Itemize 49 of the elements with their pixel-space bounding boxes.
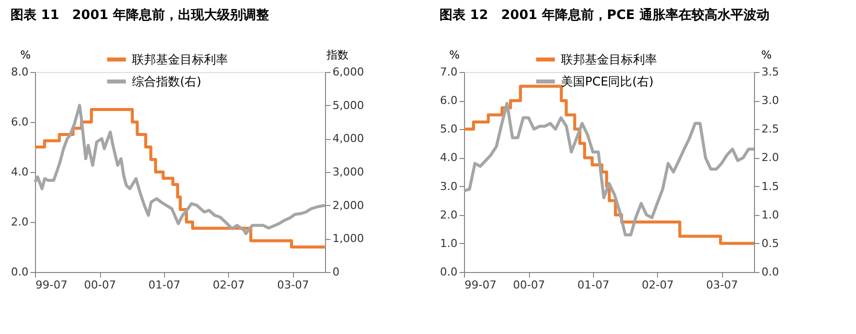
y2-tick-label: 0.0: [762, 266, 779, 278]
y2-tick-label: 5,000: [332, 98, 364, 112]
line-series: [462, 102, 756, 236]
y2-tick-label: 0: [332, 266, 340, 278]
y-axis-title: %: [20, 48, 31, 62]
y-tick-label: 0.0: [440, 266, 458, 278]
y2-tick-label: 6,000: [332, 66, 364, 78]
y2-tick-label: 2,000: [332, 198, 364, 212]
y-tick-label: 4.0: [11, 166, 28, 178]
y2-tick-label: 2.5: [762, 122, 779, 136]
x-tick-label: 03-07: [277, 278, 310, 292]
y2-axis-title: 指数: [326, 48, 348, 62]
x-tick-label: 01-07: [577, 278, 610, 292]
legend-label: 美国PCE同比(右): [561, 74, 654, 88]
legend-label: 联邦基金目标利率: [132, 52, 228, 66]
y2-tick-label: 1.5: [762, 180, 779, 193]
y-tick-label: 4.0: [440, 151, 458, 164]
y-tick-label: 1.0: [440, 236, 458, 250]
x-tick-label: 02-07: [212, 278, 245, 292]
y-tick-label: 5.0: [440, 122, 458, 136]
chart-title: 图表 11 2001 年降息前，出现大级别调整: [10, 7, 270, 23]
y2-tick-label: 3,000: [332, 166, 364, 178]
x-tick-label: 01-07: [148, 278, 180, 292]
y-tick-label: 7.0: [440, 66, 458, 78]
y-axis-title: %: [449, 48, 460, 62]
y-tick-label: 6.0: [440, 94, 458, 108]
y-tick-label: 6.0: [11, 116, 28, 128]
y2-tick-label: 3.0: [762, 94, 779, 108]
y2-axis-title: %: [761, 48, 772, 62]
y-tick-label: 2.0: [440, 208, 458, 222]
chart-title: 图表 12 2001 年降息前，PCE 通胀率在较高水平波动: [440, 7, 770, 23]
y2-tick-label: 3.5: [762, 66, 779, 78]
y2-tick-label: 1.0: [762, 208, 779, 222]
x-tick-label: 99-07: [464, 278, 496, 292]
legend-label: 综合指数(右): [132, 74, 202, 88]
legend-label: 联邦基金目标利率: [561, 52, 657, 66]
x-tick-label: 99-07: [36, 278, 68, 292]
y2-tick-label: 0.5: [762, 236, 779, 250]
x-tick-label: 00-07: [84, 278, 116, 292]
x-tick-label: 00-07: [513, 278, 546, 292]
y-tick-label: 0.0: [11, 266, 28, 278]
y2-tick-label: 1,000: [332, 232, 364, 246]
y2-tick-label: 4,000: [332, 132, 364, 146]
x-tick-label: 02-07: [642, 278, 674, 292]
y2-tick-label: 2.0: [762, 151, 779, 164]
x-tick-label: 03-07: [706, 278, 738, 292]
y-tick-label: 3.0: [440, 180, 458, 193]
y-tick-label: 2.0: [11, 216, 28, 228]
y-tick-label: 8.0: [11, 66, 28, 78]
